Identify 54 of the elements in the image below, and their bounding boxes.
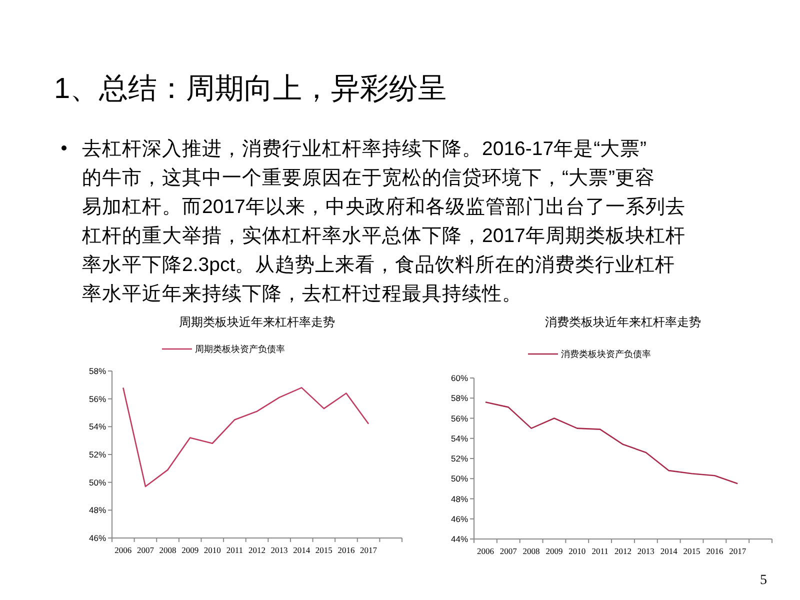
text: 率水平下降2.3pct。从趋势上来看，食品饮料所在的消费类行业杠杆 — [82, 254, 676, 276]
x-tick-label: 2016 — [706, 546, 724, 556]
x-tick-label: 2007 — [500, 546, 517, 556]
y-tick-label: 48% — [88, 505, 106, 516]
text: 去杠杆深入推进，消费行业杠杆率持续下降。2016-17年是“大票” — [82, 138, 647, 160]
line-series — [484, 402, 738, 484]
line-series — [122, 387, 370, 488]
x-tick-label: 2008 — [159, 545, 176, 555]
y-tick-label: 46% — [88, 533, 106, 543]
y-tick-label: 52% — [450, 454, 468, 464]
x-tick-label: 2013 — [270, 545, 288, 555]
text: 5 — [760, 573, 767, 588]
y-tick-label: 56% — [450, 413, 468, 424]
x-tick-label: 2012 — [248, 545, 266, 555]
chart-title: 消费类板块近年来杠杆率走势 — [545, 315, 701, 329]
x-tick-label: 2017 — [360, 545, 378, 555]
x-tick-label: 2010 — [204, 545, 221, 555]
y-tick-label: 60% — [450, 373, 468, 383]
y-tick-label: 54% — [450, 433, 468, 444]
y-tick-label: 44% — [450, 534, 468, 544]
y-tick-label: 56% — [88, 394, 106, 404]
x-tick-label: 2014 — [293, 545, 311, 555]
text: 易加杠杆。而2017年以来，中央政府和各级监管部门出台了一系列去 — [82, 196, 686, 218]
y-tick-label: 50% — [450, 474, 468, 484]
legend-label: 周期类板块资产负债率 — [195, 344, 285, 354]
text: 的牛市，这其中一个重要原因在于宽松的信贷环境下，“大票”更容 — [82, 167, 655, 189]
x-tick-label: 2009 — [546, 546, 563, 556]
x-tick-label: 2010 — [568, 546, 586, 556]
x-tick-label: 2012 — [614, 546, 632, 556]
y-tick-label: 58% — [88, 366, 106, 376]
x-tick-label: 2014 — [660, 546, 678, 556]
legend-label: 消费类板块资产负债率 — [561, 349, 651, 359]
chart-title: 周期类板块近年来杠杆率走势 — [179, 315, 335, 329]
y-tick-label: 58% — [450, 393, 468, 404]
x-tick-label: 2009 — [182, 545, 199, 555]
x-tick-label: 2017 — [729, 546, 746, 556]
y-tick-label: 48% — [450, 494, 468, 504]
y-tick-label: 52% — [88, 450, 106, 460]
y-tick-label: 46% — [450, 514, 468, 524]
x-tick-label: 2008 — [522, 546, 540, 556]
text: 1、总结：周期向上，异彩纷呈 — [54, 73, 448, 105]
x-tick-label: 2007 — [136, 545, 154, 555]
x-tick-label: 2011 — [226, 545, 244, 555]
x-tick-label: 2015 — [315, 545, 332, 555]
x-tick-label: 2006 — [114, 545, 132, 555]
y-tick-label: 54% — [88, 422, 106, 432]
x-tick-label: 2013 — [637, 546, 654, 556]
y-tick-label: 50% — [88, 477, 106, 488]
x-tick-label: 2006 — [476, 546, 494, 556]
x-tick-label: 2011 — [592, 546, 608, 556]
text: 率水平近年来持续下降，去杠杆过程最具持续性。 — [82, 283, 522, 305]
x-tick-label: 2016 — [338, 545, 355, 555]
x-tick-label: 2015 — [683, 546, 700, 556]
text: 杠杆的重大举措，实体杠杆率水平总体下降，2017年周期类板块杠杆 — [81, 225, 686, 247]
